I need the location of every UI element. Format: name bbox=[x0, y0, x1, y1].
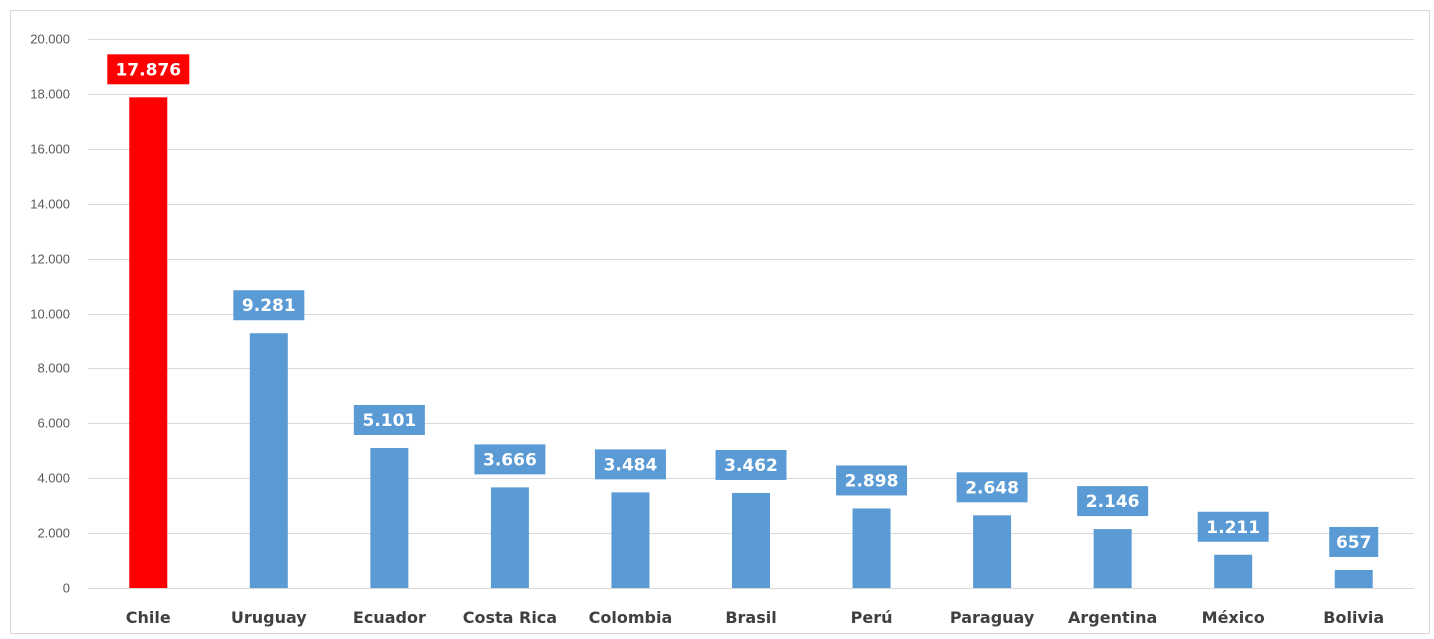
data-label: 5.101 bbox=[362, 411, 416, 431]
bar bbox=[129, 97, 168, 588]
data-label-box bbox=[836, 465, 908, 496]
data-label: 17.876 bbox=[115, 60, 181, 80]
data-label-box bbox=[956, 472, 1028, 503]
y-tick-label: 20.000 bbox=[30, 32, 70, 47]
gridlines bbox=[88, 39, 1414, 589]
data-label: 1.211 bbox=[1206, 518, 1260, 538]
y-tick-label: 10.000 bbox=[30, 307, 70, 322]
data-label-box bbox=[1077, 486, 1149, 517]
y-tick-label: 12.000 bbox=[30, 252, 70, 267]
y-tick-label: 16.000 bbox=[30, 142, 70, 157]
data-label-box bbox=[353, 404, 425, 435]
category-label: Argentina bbox=[1068, 608, 1157, 627]
data-label: 657 bbox=[1336, 533, 1372, 553]
data-label: 2.898 bbox=[845, 471, 899, 491]
bar bbox=[370, 447, 409, 588]
y-tick-label: 6.000 bbox=[37, 416, 70, 431]
y-tick-label: 18.000 bbox=[30, 87, 70, 102]
y-axis-ticks: 0 2.000 4.000 6.000 8.000 10.000 12.000 14.000 1… bbox=[30, 32, 70, 596]
category-label: Perú bbox=[851, 608, 893, 627]
category-label: Costa Rica bbox=[463, 608, 557, 627]
data-label-box bbox=[715, 449, 787, 480]
y-tick-label: 14.000 bbox=[30, 197, 70, 212]
category-label: Colombia bbox=[589, 608, 673, 627]
data-label: 2.146 bbox=[1086, 492, 1140, 512]
category-label: Paraguay bbox=[950, 608, 1035, 627]
category-label: Uruguay bbox=[231, 608, 307, 627]
data-label: 9.281 bbox=[242, 296, 296, 316]
category-label: México bbox=[1202, 608, 1265, 627]
y-tick-label: 2.000 bbox=[37, 526, 70, 541]
data-label: 3.484 bbox=[604, 455, 658, 475]
bar bbox=[1334, 569, 1373, 588]
bar bbox=[732, 492, 770, 588]
bar bbox=[1214, 554, 1253, 588]
data-label-box bbox=[107, 54, 190, 85]
chart-frame bbox=[10, 10, 1430, 634]
category-label: Brasil bbox=[725, 608, 776, 627]
bar bbox=[852, 508, 891, 588]
bar bbox=[1093, 529, 1132, 588]
data-label-box bbox=[594, 449, 666, 480]
y-tick-label: 8.000 bbox=[37, 361, 70, 376]
y-tick-label: 4.000 bbox=[37, 471, 70, 486]
y-tick-label: 0 bbox=[63, 581, 70, 596]
data-label-box bbox=[474, 444, 546, 475]
category-label: Ecuador bbox=[353, 608, 426, 627]
data-label-box bbox=[1329, 526, 1379, 557]
category-label: Bolivia bbox=[1323, 608, 1384, 627]
bar bbox=[490, 487, 529, 588]
x-axis-categories: Chile Uruguay Ecuador Costa Rica Colombia Bra… bbox=[126, 608, 1384, 627]
data-label-box bbox=[233, 290, 305, 321]
category-label: Chile bbox=[126, 608, 171, 627]
data-label: 3.666 bbox=[483, 450, 537, 470]
data-labels: 17.876 9.281 5.101 3.666 3.484 3.462 2.898 2.64… bbox=[107, 54, 1379, 557]
data-label: 3.462 bbox=[724, 456, 778, 476]
data-label: 2.648 bbox=[965, 478, 1019, 498]
bars bbox=[129, 97, 1373, 588]
bar bbox=[973, 515, 1012, 588]
bar bbox=[249, 333, 288, 588]
bar bbox=[611, 492, 650, 588]
data-label-box bbox=[1197, 511, 1269, 542]
